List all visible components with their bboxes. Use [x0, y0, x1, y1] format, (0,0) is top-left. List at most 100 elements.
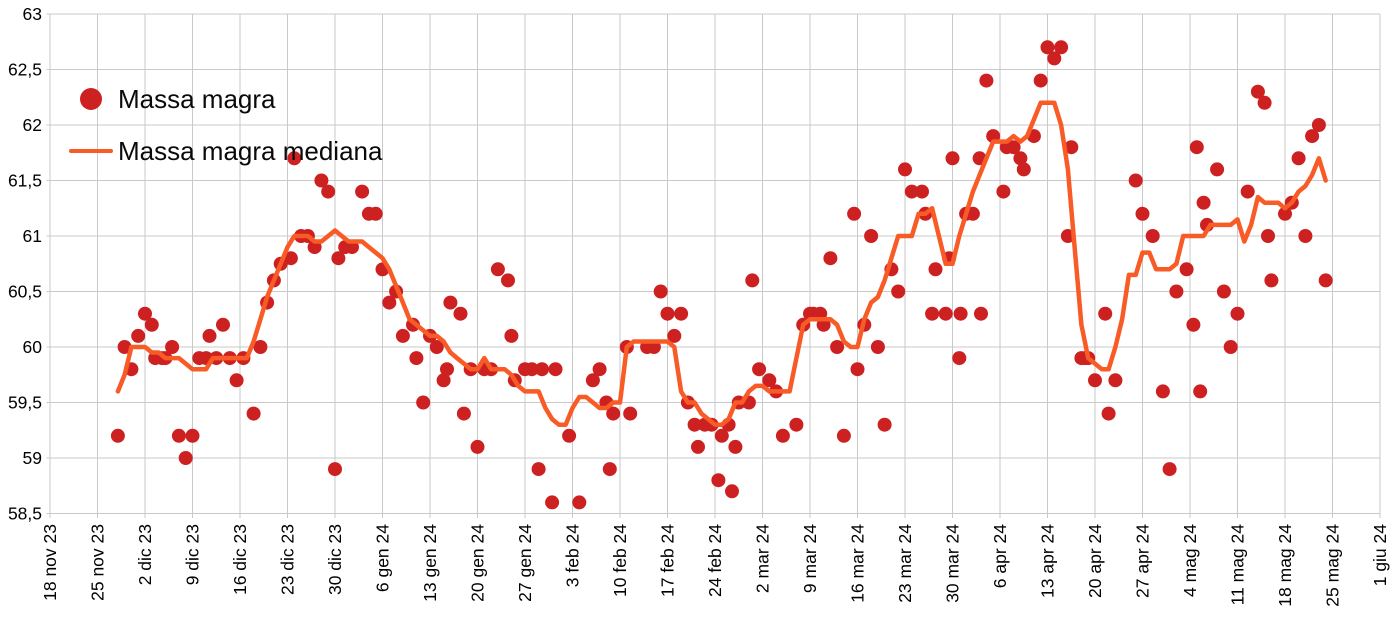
x-tick-label: 2 mar 24	[753, 524, 773, 593]
data-point	[1162, 462, 1177, 477]
data-point	[171, 428, 186, 443]
data-point	[355, 184, 370, 199]
data-point	[904, 184, 919, 199]
x-tick-label: 2 dic 23	[135, 524, 155, 585]
x-tick-label: 9 dic 23	[183, 524, 203, 585]
y-tick-label: 59,5	[8, 393, 42, 413]
data-point	[416, 395, 431, 410]
data-point	[504, 328, 519, 343]
data-point	[1135, 206, 1150, 221]
x-tick-label: 1 giu 24	[1370, 524, 1390, 587]
x-tick-label: 30 mar 24	[943, 524, 963, 603]
series-massa-magra	[110, 40, 1333, 510]
data-point	[110, 428, 125, 443]
data-point	[660, 306, 675, 321]
x-tick-label: 3 feb 24	[563, 524, 583, 588]
data-point	[1230, 306, 1245, 321]
data-point	[216, 317, 230, 332]
data-point	[1128, 173, 1143, 188]
x-tick-label: 10 feb 24	[610, 524, 630, 597]
data-point	[974, 306, 988, 321]
data-point	[996, 184, 1011, 199]
data-point	[870, 340, 885, 354]
data-point	[1250, 84, 1265, 99]
data-point	[1257, 95, 1272, 110]
data-point	[1311, 118, 1326, 132]
data-point	[1240, 184, 1255, 199]
data-point	[572, 495, 587, 510]
axis-ticks	[49, 513, 1381, 518]
data-point	[131, 328, 146, 343]
y-tick-label: 61,5	[8, 171, 42, 191]
data-point	[1186, 317, 1201, 332]
x-tick-label: 20 gen 24	[468, 524, 488, 602]
data-point	[928, 262, 943, 277]
data-point	[253, 340, 268, 354]
data-point	[545, 495, 560, 510]
data-point	[456, 406, 471, 421]
data-point	[667, 328, 682, 343]
x-tick-label: 9 mar 24	[800, 524, 820, 593]
data-point	[178, 451, 193, 465]
data-point	[395, 328, 410, 343]
y-tick-label: 63	[23, 4, 42, 24]
x-tick-label: 24 feb 24	[705, 524, 725, 597]
y-tick-label: 61	[23, 226, 42, 246]
data-point	[653, 284, 668, 299]
data-point	[470, 439, 485, 454]
x-tick-label: 30 dic 23	[325, 524, 345, 595]
data-point	[368, 206, 383, 221]
data-point	[1098, 306, 1113, 321]
data-point	[915, 184, 929, 199]
data-point	[1179, 262, 1194, 277]
data-point	[1155, 384, 1170, 399]
data-point	[1101, 406, 1116, 421]
data-point	[1264, 273, 1279, 288]
x-tick-label: 13 apr 24	[1038, 524, 1058, 598]
data-point	[165, 340, 180, 354]
x-tick-label: 20 apr 24	[1085, 524, 1105, 598]
data-point	[229, 373, 244, 388]
x-tick-label: 27 gen 24	[515, 524, 535, 602]
data-point	[585, 373, 600, 388]
x-tick-label: 18 mag 24	[1275, 524, 1295, 607]
data-point	[1189, 140, 1204, 155]
data-point	[328, 462, 342, 477]
data-point	[602, 462, 617, 477]
data-point	[606, 406, 621, 421]
data-point	[144, 317, 159, 332]
data-point	[1193, 384, 1208, 399]
data-point	[562, 428, 577, 443]
y-tick-label: 62	[23, 115, 42, 135]
data-point	[1047, 51, 1062, 66]
data-point	[952, 351, 967, 366]
data-point	[728, 439, 743, 454]
x-tick-label: 25 nov 23	[88, 524, 108, 601]
y-tick-label: 58,5	[8, 504, 42, 524]
data-point	[711, 473, 726, 488]
data-point	[1016, 162, 1031, 177]
data-point	[1033, 73, 1048, 88]
y-tick-label: 62,5	[8, 60, 42, 80]
data-point	[687, 417, 702, 432]
data-point	[836, 428, 851, 443]
data-point	[1006, 140, 1021, 155]
x-tick-label: 25 mag 24	[1323, 524, 1343, 607]
data-point	[775, 428, 790, 443]
data-point	[1223, 340, 1238, 354]
data-point	[789, 417, 804, 432]
data-point	[1040, 40, 1055, 55]
data-point	[945, 151, 960, 166]
data-point	[891, 284, 906, 299]
data-point	[382, 295, 397, 310]
data-point	[524, 362, 539, 377]
x-tick-label: 16 mar 24	[848, 524, 868, 603]
gridlines	[46, 13, 1381, 514]
y-tick-label: 59	[23, 448, 42, 468]
x-tick-label: 18 nov 23	[40, 524, 60, 601]
x-tick-label: 13 gen 24	[420, 524, 440, 602]
data-point	[925, 306, 940, 321]
x-tick-label: 23 dic 23	[278, 524, 298, 595]
data-point	[531, 462, 546, 477]
